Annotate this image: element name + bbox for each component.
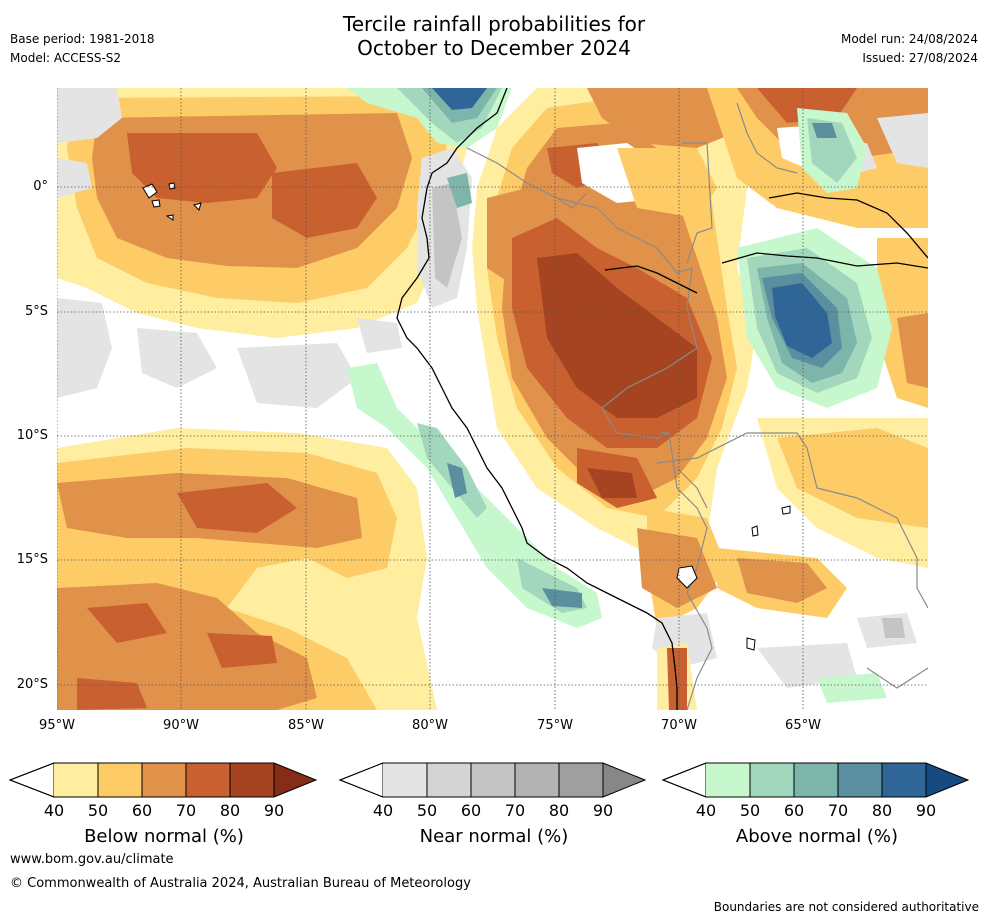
colorbar-near-tick: 80 xyxy=(548,801,570,820)
colorbar-above-ticks: 40 50 60 70 80 90 xyxy=(661,801,973,821)
colorbar-above-swatch-3 xyxy=(794,763,838,797)
colorbar-above-tick: 40 xyxy=(695,801,717,820)
graticule xyxy=(57,88,928,710)
probability-map xyxy=(57,88,928,710)
coastline xyxy=(396,88,928,710)
lat-label-10s: 10°S xyxy=(16,428,48,443)
colorbar-above-swatch-1 xyxy=(706,763,750,797)
colorbar-below-tick: 40 xyxy=(43,801,65,820)
colorbar-near-swatch-4 xyxy=(515,763,559,797)
colorbar-near-tick: 90 xyxy=(592,801,614,820)
title-line-2: October to December 2024 xyxy=(357,36,631,60)
lat-label-15s: 15°S xyxy=(16,552,48,567)
colorbar-above-swatch-5 xyxy=(882,763,926,797)
colorbar-near-swatch-1 xyxy=(383,763,427,797)
colorbar-near-title: Near normal (%) xyxy=(419,826,569,847)
colorbar-above-tick: 70 xyxy=(827,801,849,820)
colorbar-below-extend-high xyxy=(274,763,316,797)
colorbar-near-swatch-2 xyxy=(427,763,471,797)
near-normal-patches-central xyxy=(577,143,727,710)
colorbar-above-title: Above normal (%) xyxy=(735,826,899,847)
lat-label-0: 0° xyxy=(33,179,48,194)
galapagos-islands xyxy=(142,182,202,221)
colorbar-near-tick: 70 xyxy=(504,801,526,820)
copyright-notice: © Commonwealth of Australia 2024, Austra… xyxy=(10,876,471,891)
colorbar-below-tick: 60 xyxy=(131,801,153,820)
colorbar-above-extend-low xyxy=(661,762,707,798)
above-normal-region-east-amazon xyxy=(737,108,892,408)
lon-label-95w: 95°W xyxy=(39,718,75,733)
map-title: Tercile rainfall probabilities for Octob… xyxy=(0,12,988,60)
website-link[interactable]: www.bom.gov.au/climate xyxy=(10,852,174,867)
below-normal-region-west-south xyxy=(57,428,437,710)
colorbar-near-tick: 40 xyxy=(372,801,394,820)
lon-label-65w: 65°W xyxy=(785,718,821,733)
colorbar-below-normal xyxy=(8,762,318,798)
colorbar-below-tick: 80 xyxy=(219,801,241,820)
colorbar-near-extend-high xyxy=(603,763,645,797)
colorbar-above-tick: 50 xyxy=(739,801,761,820)
colorbar-above-tick: 90 xyxy=(915,801,937,820)
colorbar-above-normal xyxy=(661,762,970,798)
lon-label-70w: 70°W xyxy=(661,718,697,733)
colorbar-above-tick: 80 xyxy=(871,801,893,820)
lon-label-80w: 80°W xyxy=(412,718,448,733)
model-run: Model run: 24/08/2024 xyxy=(840,32,978,46)
colorbar-near-swatch-3 xyxy=(471,763,515,797)
colorbar-below-extend-low xyxy=(8,762,55,798)
lon-label-75w: 75°W xyxy=(537,718,573,733)
lakes xyxy=(676,505,791,651)
colorbar-above-extend-high xyxy=(926,763,968,797)
lon-label-85w: 85°W xyxy=(288,718,324,733)
colorbar-above-swatch-4 xyxy=(838,763,882,797)
colorbar-below-tick: 90 xyxy=(263,801,285,820)
colorbar-near-tick: 60 xyxy=(460,801,482,820)
colorbar-below-swatch-4 xyxy=(186,763,230,797)
lat-label-20s: 20°S xyxy=(16,677,48,692)
colorbar-below-tick: 50 xyxy=(87,801,109,820)
colorbar-near-ticks: 40 50 60 70 80 90 xyxy=(338,801,650,821)
colorbar-below-tick: 70 xyxy=(175,801,197,820)
colorbar-below-swatch-1 xyxy=(54,763,98,797)
below-normal-region-east xyxy=(707,88,928,618)
below-normal-region-west-north xyxy=(57,88,467,338)
colorbar-below-title: Below normal (%) xyxy=(84,826,244,847)
colorbar-near-tick: 50 xyxy=(416,801,438,820)
colorbar-near-swatch-5 xyxy=(559,763,603,797)
colorbar-above-swatch-2 xyxy=(750,763,794,797)
title-line-1: Tercile rainfall probabilities for xyxy=(342,12,646,36)
lon-label-90w: 90°W xyxy=(163,718,199,733)
colorbar-above-tick: 60 xyxy=(783,801,805,820)
country-borders xyxy=(466,102,928,710)
above-normal-region-north-coast xyxy=(347,88,512,208)
colorbar-below-swatch-3 xyxy=(142,763,186,797)
model-name: Model: ACCESS-S2 xyxy=(10,51,122,65)
colorbar-near-extend-low xyxy=(338,762,384,798)
colorbar-below-swatch-2 xyxy=(98,763,142,797)
colorbar-near-normal xyxy=(338,762,647,798)
above-normal-region-peru-coast xyxy=(347,363,602,628)
boundaries-disclaimer: Boundaries are not considered authoritat… xyxy=(713,900,979,914)
issued-date: Issued: 27/08/2024 xyxy=(862,51,978,65)
colorbar-below-swatch-5 xyxy=(230,763,274,797)
lat-label-5s: 5°S xyxy=(24,304,48,319)
colorbar-below-ticks: 40 50 60 70 80 90 xyxy=(8,801,320,821)
base-period: Base period: 1981-2018 xyxy=(10,32,155,46)
